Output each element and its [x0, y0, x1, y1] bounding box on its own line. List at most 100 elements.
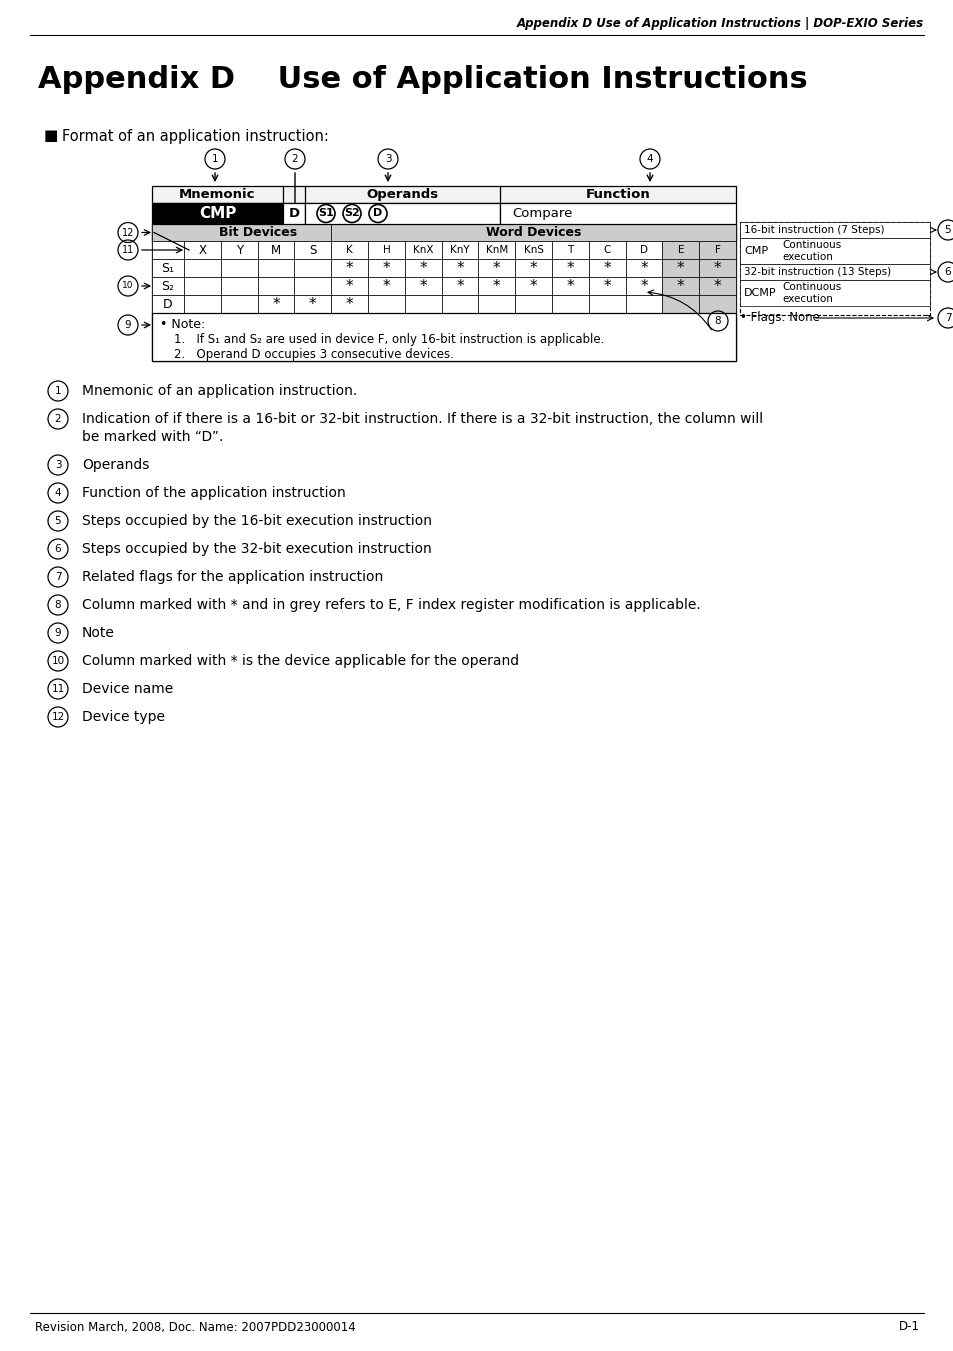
- Text: *: *: [456, 278, 463, 293]
- Text: CMP: CMP: [198, 205, 236, 222]
- Text: Function: Function: [585, 188, 650, 201]
- Text: *: *: [345, 278, 353, 293]
- Bar: [441, 277, 477, 295]
- Text: S: S: [309, 243, 316, 257]
- Text: 2: 2: [54, 413, 61, 424]
- Text: Word Devices: Word Devices: [485, 226, 580, 239]
- Text: 2: 2: [292, 154, 298, 163]
- Bar: [331, 277, 368, 295]
- Bar: [515, 259, 552, 277]
- Text: *: *: [639, 278, 647, 293]
- Text: *: *: [529, 278, 537, 293]
- Bar: [588, 240, 625, 259]
- Text: 12: 12: [122, 227, 134, 238]
- Bar: [152, 313, 735, 361]
- Text: Y: Y: [235, 243, 242, 257]
- Text: Operands: Operands: [366, 188, 438, 201]
- Bar: [552, 240, 588, 259]
- Bar: [661, 240, 699, 259]
- Text: *: *: [566, 278, 574, 293]
- Text: *: *: [713, 278, 720, 293]
- Text: M: M: [271, 243, 281, 257]
- Bar: [661, 295, 699, 313]
- Text: KnY: KnY: [450, 245, 469, 255]
- Text: Continuous
execution: Continuous execution: [781, 282, 841, 304]
- Bar: [699, 277, 735, 295]
- Bar: [404, 240, 441, 259]
- Bar: [552, 277, 588, 295]
- Text: Column marked with * is the device applicable for the operand: Column marked with * is the device appli…: [82, 654, 518, 667]
- Bar: [625, 277, 661, 295]
- Bar: [220, 259, 257, 277]
- Text: be marked with “D”.: be marked with “D”.: [82, 430, 223, 444]
- Bar: [699, 295, 735, 313]
- Bar: [441, 240, 477, 259]
- Text: *: *: [713, 261, 720, 276]
- Text: *: *: [493, 261, 500, 276]
- Bar: [699, 259, 735, 277]
- Text: 4: 4: [54, 488, 61, 499]
- Text: *: *: [677, 261, 684, 276]
- Text: *: *: [382, 278, 390, 293]
- Text: CMP: CMP: [743, 246, 767, 255]
- Text: E: E: [677, 245, 683, 255]
- Text: Compare: Compare: [512, 207, 572, 220]
- Text: S2: S2: [344, 208, 359, 219]
- Bar: [552, 259, 588, 277]
- Bar: [404, 295, 441, 313]
- Bar: [588, 277, 625, 295]
- Bar: [294, 277, 331, 295]
- Text: *: *: [419, 278, 427, 293]
- Text: Device type: Device type: [82, 711, 165, 724]
- Bar: [368, 240, 404, 259]
- Text: K: K: [346, 245, 353, 255]
- Text: C: C: [603, 245, 610, 255]
- Bar: [588, 259, 625, 277]
- Bar: [294, 259, 331, 277]
- Text: *: *: [602, 261, 610, 276]
- Text: DCMP: DCMP: [743, 288, 776, 299]
- Bar: [515, 240, 552, 259]
- Text: 3: 3: [54, 459, 61, 470]
- Bar: [331, 259, 368, 277]
- Text: Note: Note: [82, 626, 114, 640]
- Bar: [588, 295, 625, 313]
- Bar: [441, 259, 477, 277]
- Bar: [740, 263, 929, 280]
- Bar: [152, 224, 735, 361]
- Bar: [184, 295, 220, 313]
- Text: KnX: KnX: [413, 245, 433, 255]
- Text: T: T: [567, 245, 573, 255]
- Bar: [477, 295, 515, 313]
- Text: 11: 11: [122, 245, 134, 255]
- Text: 5: 5: [54, 516, 61, 526]
- Bar: [220, 240, 257, 259]
- Text: 16-bit instruction (7 Steps): 16-bit instruction (7 Steps): [743, 226, 883, 235]
- Bar: [552, 295, 588, 313]
- Text: 1.   If S₁ and S₂ are used in device F, only 16-bit instruction is applicable.: 1. If S₁ and S₂ are used in device F, on…: [173, 332, 604, 346]
- Text: H: H: [382, 245, 390, 255]
- Text: ■: ■: [44, 128, 58, 143]
- Text: Steps occupied by the 16-bit execution instruction: Steps occupied by the 16-bit execution i…: [82, 513, 432, 528]
- Text: Revision March, 2008, Doc. Name: 2007PDD23000014: Revision March, 2008, Doc. Name: 2007PDD…: [35, 1320, 355, 1333]
- Text: • Note:: • Note:: [160, 317, 205, 331]
- Text: Related flags for the application instruction: Related flags for the application instru…: [82, 570, 383, 584]
- Text: Mnemonic: Mnemonic: [179, 188, 255, 201]
- Text: KnS: KnS: [523, 245, 543, 255]
- Bar: [152, 295, 184, 313]
- Text: *: *: [529, 261, 537, 276]
- Text: 8: 8: [714, 316, 720, 326]
- Bar: [404, 277, 441, 295]
- Bar: [368, 259, 404, 277]
- Bar: [661, 259, 699, 277]
- Bar: [152, 224, 735, 240]
- Bar: [220, 277, 257, 295]
- Bar: [740, 280, 929, 305]
- Text: Function of the application instruction: Function of the application instruction: [82, 486, 345, 500]
- Text: D: D: [163, 297, 172, 311]
- Text: *: *: [566, 261, 574, 276]
- Text: *: *: [493, 278, 500, 293]
- Text: • Flags: None: • Flags: None: [740, 312, 819, 324]
- Text: Indication of if there is a 16-bit or 32-bit instruction. If there is a 32-bit i: Indication of if there is a 16-bit or 32…: [82, 412, 762, 426]
- Text: 4: 4: [646, 154, 653, 163]
